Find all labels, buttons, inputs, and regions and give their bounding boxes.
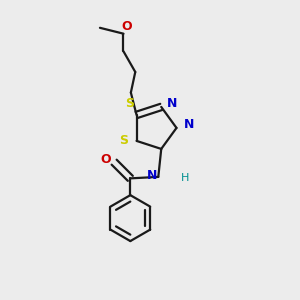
Text: N: N (167, 98, 178, 110)
Text: N: N (184, 118, 194, 131)
Text: S: S (119, 134, 128, 147)
Text: O: O (100, 153, 111, 166)
Text: O: O (121, 20, 132, 33)
Text: N: N (146, 169, 157, 182)
Text: S: S (125, 97, 134, 110)
Text: H: H (180, 173, 189, 183)
